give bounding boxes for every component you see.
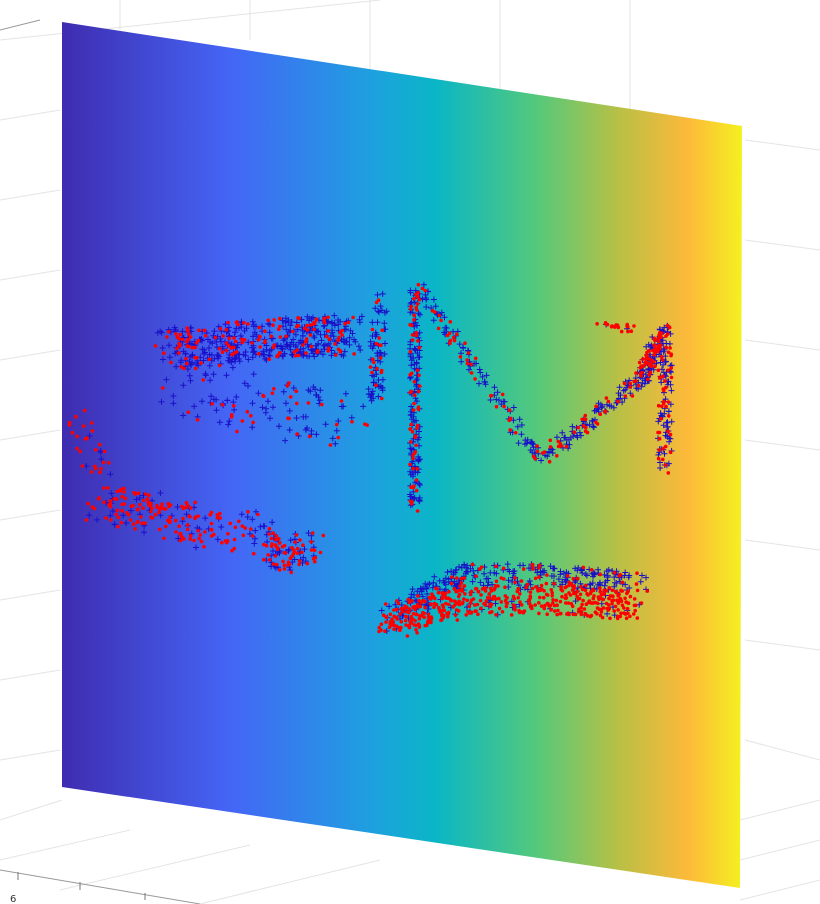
axis-tick-label: 6 xyxy=(10,894,16,904)
surface-plane xyxy=(62,22,742,888)
red-dot-markers xyxy=(67,282,674,638)
